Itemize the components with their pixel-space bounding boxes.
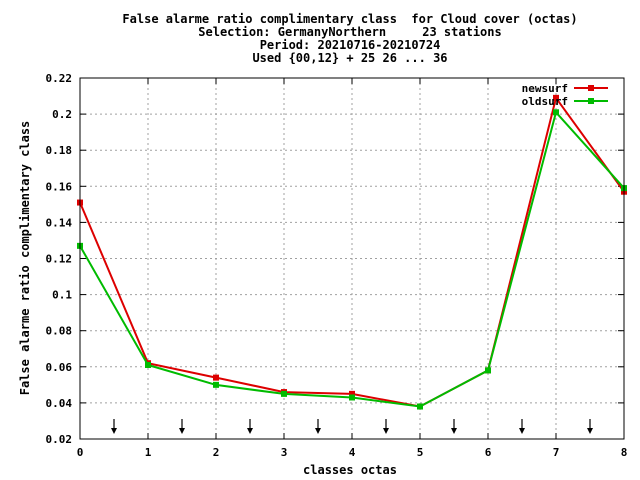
down-arrow-head <box>111 428 117 434</box>
down-arrow-icon <box>519 419 525 434</box>
y-tick-label: 0.22 <box>46 72 73 85</box>
data-point-newsurf <box>213 374 219 381</box>
data-point-oldsurf <box>349 394 355 401</box>
x-tick-label: 1 <box>145 446 152 459</box>
x-tick-label: 8 <box>621 446 628 459</box>
down-arrow-icon <box>587 419 593 434</box>
x-tick-label: 4 <box>349 446 356 459</box>
down-arrow-head <box>179 428 185 434</box>
down-arrow-head <box>383 428 389 434</box>
title-line-1: False alarme ratio complimentary class f… <box>122 12 577 26</box>
x-tick-label: 6 <box>485 446 492 459</box>
legend-label: oldsurf <box>522 95 568 108</box>
down-arrow-head <box>247 428 253 434</box>
y-tick-label: 0.1 <box>52 289 72 302</box>
data-point-oldsurf <box>145 361 151 368</box>
y-tick-label: 0.08 <box>46 325 73 338</box>
down-arrow-icon <box>179 419 185 434</box>
down-arrow-icon <box>315 419 321 434</box>
chart-title: False alarme ratio complimentary class f… <box>122 12 577 65</box>
y-tick-label: 0.2 <box>52 108 72 121</box>
y-tick-label: 0.14 <box>46 216 73 229</box>
legend-swatch-marker <box>588 85 594 91</box>
x-tick-label: 7 <box>553 446 560 459</box>
data-point-oldsurf <box>213 381 219 388</box>
x-tick-label: 5 <box>417 446 424 459</box>
down-arrow-icon <box>451 419 457 434</box>
x-axis-label: classes octas <box>303 463 397 477</box>
title-line-4: Used {00,12} + 25 26 ... 36 <box>252 51 447 65</box>
x-tick-label: 0 <box>77 446 84 459</box>
data-point-oldsurf <box>281 390 287 397</box>
title-line-3: Period: 20210716-20210724 <box>260 38 441 52</box>
data-point-oldsurf <box>553 109 559 116</box>
y-tick-label: 0.06 <box>46 361 73 374</box>
down-arrow-icon <box>247 419 253 434</box>
data-point-oldsurf <box>485 367 491 374</box>
y-tick-label: 0.18 <box>46 144 73 157</box>
title-line-2: Selection: GermanyNorthern 23 stations <box>198 25 501 39</box>
down-arrow-head <box>315 428 321 434</box>
x-tick-label: 2 <box>213 446 220 459</box>
data-point-newsurf <box>349 390 355 397</box>
legend-label: newsurf <box>522 82 568 95</box>
y-tick-label: 0.04 <box>46 397 73 410</box>
series-newsurf <box>77 94 627 410</box>
data-point-newsurf <box>553 94 559 101</box>
y-axis-label: False alarme ratio complimentary class <box>18 121 32 396</box>
legend-swatch-marker <box>588 98 594 104</box>
down-arrow-head <box>451 428 457 434</box>
series <box>77 94 627 410</box>
down-arrow-head <box>519 428 525 434</box>
y-tick-label: 0.12 <box>46 253 73 266</box>
data-point-oldsurf <box>417 403 423 410</box>
x-tick-label: 3 <box>281 446 288 459</box>
down-arrow-icon <box>111 419 117 434</box>
arrow-markers <box>111 419 593 434</box>
y-tick-label: 0.16 <box>46 180 73 193</box>
y-tick-label: 0.02 <box>46 433 73 446</box>
axis-ticks: 0 1 2 3 4 5 6 7 8 0.02 0.04 0.06 0.08 0.1 0.12 0.14 0.16… <box>46 72 628 459</box>
down-arrow-icon <box>383 419 389 434</box>
plot-frame <box>79 77 625 440</box>
down-arrow-head <box>587 428 593 434</box>
grid <box>80 78 624 439</box>
